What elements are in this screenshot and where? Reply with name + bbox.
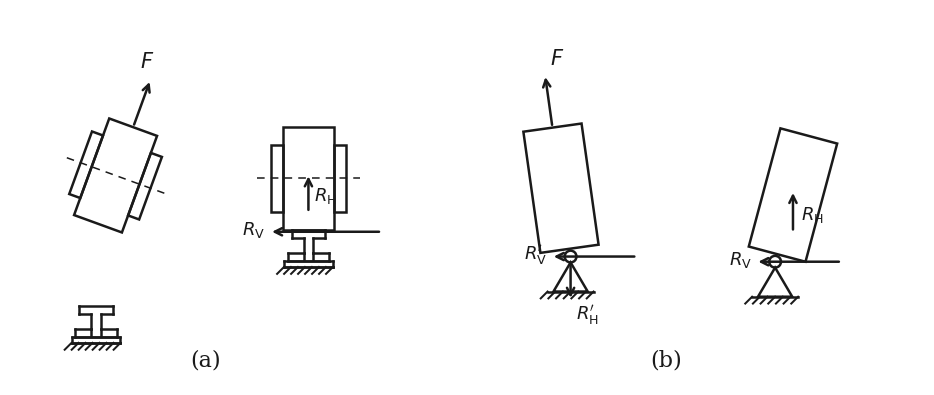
Text: $F$: $F$ [140,51,155,71]
Text: $F$: $F$ [550,49,564,70]
Text: $R^{\prime}_{\mathrm{V}}$: $R^{\prime}_{\mathrm{V}}$ [524,243,547,267]
Text: $R_{\mathrm{V}}$: $R_{\mathrm{V}}$ [729,250,752,270]
Text: $R_{\mathrm{H}}$: $R_{\mathrm{H}}$ [315,186,337,206]
Text: $R_{\mathrm{V}}$: $R_{\mathrm{V}}$ [242,220,265,240]
Text: $R_{\mathrm{H}}$: $R_{\mathrm{H}}$ [800,205,824,225]
Text: $R^{\prime}_{\mathrm{H}}$: $R^{\prime}_{\mathrm{H}}$ [576,303,600,327]
Text: (a): (a) [191,349,221,371]
Text: (b): (b) [650,349,682,371]
